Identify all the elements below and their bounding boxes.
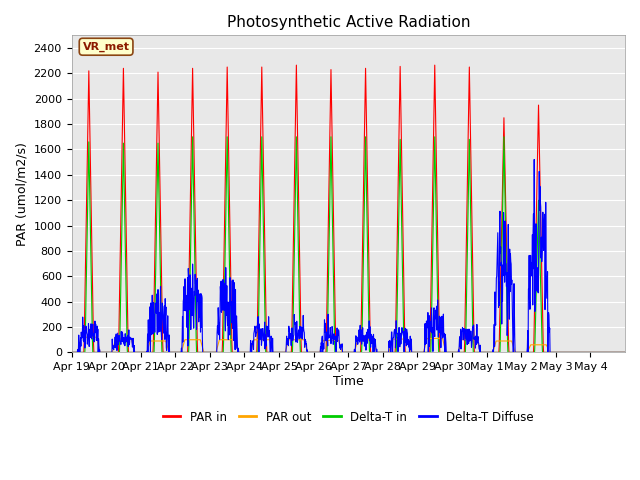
PAR out bbox=[68, 349, 76, 355]
PAR in bbox=[560, 349, 568, 355]
Delta-T in bbox=[68, 349, 76, 355]
PAR out bbox=[479, 349, 486, 355]
Delta-T in bbox=[154, 140, 162, 146]
PAR in bbox=[324, 277, 332, 283]
Delta-T Diffuse bbox=[323, 330, 331, 336]
Delta-T Diffuse bbox=[154, 287, 162, 292]
PAR in bbox=[292, 62, 300, 68]
PAR in bbox=[479, 349, 486, 355]
Text: VR_met: VR_met bbox=[83, 42, 129, 52]
PAR out bbox=[560, 349, 568, 355]
Delta-T in bbox=[560, 349, 568, 355]
Delta-T in bbox=[621, 349, 628, 355]
PAR in bbox=[68, 349, 76, 355]
PAR out bbox=[334, 337, 342, 343]
Y-axis label: PAR (umol/m2/s): PAR (umol/m2/s) bbox=[15, 142, 28, 246]
Title: Photosynthetic Active Radiation: Photosynthetic Active Radiation bbox=[227, 15, 470, 30]
PAR in bbox=[614, 349, 621, 355]
Line: PAR in: PAR in bbox=[72, 65, 625, 352]
Delta-T Diffuse bbox=[333, 338, 341, 344]
Delta-T in bbox=[334, 349, 342, 355]
PAR in bbox=[334, 349, 342, 355]
Line: Delta-T in: Delta-T in bbox=[72, 137, 625, 352]
PAR out bbox=[621, 349, 628, 355]
Delta-T in bbox=[614, 349, 621, 355]
Delta-T in bbox=[324, 338, 332, 344]
Legend: PAR in, PAR out, Delta-T in, Delta-T Diffuse: PAR in, PAR out, Delta-T in, Delta-T Dif… bbox=[158, 406, 538, 428]
PAR out bbox=[324, 337, 332, 343]
X-axis label: Time: Time bbox=[333, 375, 364, 388]
Delta-T Diffuse bbox=[621, 349, 628, 355]
PAR out bbox=[154, 338, 162, 344]
Delta-T Diffuse bbox=[479, 349, 486, 355]
Delta-T in bbox=[479, 349, 486, 355]
PAR in bbox=[154, 69, 162, 75]
Delta-T Diffuse bbox=[68, 349, 76, 355]
Line: Delta-T Diffuse: Delta-T Diffuse bbox=[72, 159, 625, 352]
Delta-T Diffuse bbox=[560, 349, 568, 355]
Delta-T in bbox=[189, 134, 196, 140]
Delta-T Diffuse bbox=[614, 349, 621, 355]
Delta-T Diffuse bbox=[531, 156, 538, 162]
PAR out bbox=[614, 349, 621, 355]
Line: PAR out: PAR out bbox=[72, 337, 625, 352]
PAR out bbox=[77, 334, 85, 340]
PAR in bbox=[621, 349, 628, 355]
